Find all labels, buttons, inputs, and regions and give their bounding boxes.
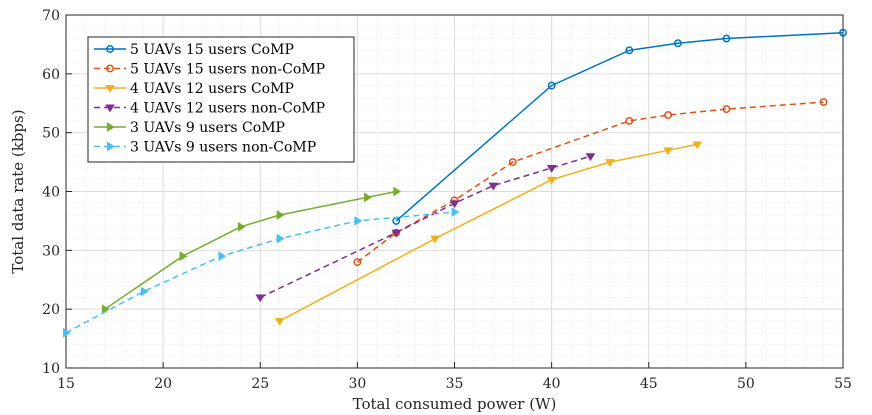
- legend-label: 5 UAVs 15 users CoMP: [130, 42, 294, 58]
- legend-label: 3 UAVs 9 users CoMP: [130, 120, 285, 136]
- legend-marker: [106, 64, 114, 73]
- data-point: [63, 327, 71, 338]
- data-point: [546, 165, 557, 173]
- y-tick-label: 30: [42, 243, 60, 259]
- data-point: [276, 210, 285, 220]
- ticks: 15 20 25 30 35 40 45 50 55 10 20 30 40 50 60 70: [42, 8, 852, 392]
- data-point: [451, 207, 460, 218]
- data-point: [663, 147, 674, 156]
- legend-label: 3 UAVs 9 users non-CoMP: [130, 140, 316, 156]
- series-line: [279, 143, 698, 322]
- data-point: [508, 158, 517, 167]
- legend-marker: [107, 122, 115, 132]
- series-line: [395, 31, 844, 222]
- data-point: [722, 34, 731, 43]
- x-tick-label: 50: [737, 376, 755, 392]
- legend-box: [87, 36, 355, 163]
- data-point: [391, 229, 402, 238]
- x-tick-label: 45: [640, 376, 658, 392]
- data-point: [547, 81, 556, 90]
- x-tick-label: 40: [543, 376, 561, 392]
- y-tick-label: 20: [42, 302, 60, 318]
- data-point: [673, 39, 682, 48]
- series-line: [104, 190, 397, 310]
- legend-marker: [105, 85, 115, 93]
- series-3: [274, 141, 703, 326]
- data-point: [237, 221, 246, 232]
- x-tick-label: 15: [57, 376, 75, 392]
- data-point: [664, 111, 673, 119]
- data-point: [625, 46, 634, 55]
- data-point: [255, 294, 266, 303]
- y-tick-label: 70: [42, 8, 60, 24]
- legend: 5 UAVs 15 users CoMP 5 UAVs 15 users non-…: [87, 36, 355, 163]
- legend-label: 4 UAVs 12 users CoMP: [130, 81, 294, 97]
- series-layer: [63, 28, 847, 338]
- data-point: [692, 141, 703, 150]
- data-point: [218, 251, 227, 262]
- x-tick-label: 25: [251, 376, 269, 392]
- data-point: [393, 186, 402, 197]
- legend-item: 5 UAVs 15 users non-CoMP: [94, 62, 325, 78]
- series-5: [101, 186, 402, 315]
- legend-marker: [105, 104, 115, 113]
- legend-marker: [106, 45, 114, 53]
- x-tick-label: 20: [154, 376, 172, 392]
- data-point: [274, 317, 285, 326]
- legend-item: 4 UAVs 12 users non-CoMP: [94, 101, 325, 117]
- data-point: [625, 116, 634, 125]
- legend-item: 5 UAVs 15 users CoMP: [94, 42, 294, 58]
- data-point: [140, 286, 149, 297]
- data-point: [449, 200, 460, 209]
- data-point: [364, 192, 373, 203]
- data-point: [839, 28, 847, 37]
- x-tick-label: 30: [348, 376, 366, 392]
- data-point: [430, 235, 441, 244]
- x-tick-label: 55: [834, 376, 852, 392]
- data-point: [819, 98, 828, 107]
- legend-item: 4 UAVs 12 users CoMP: [94, 81, 294, 97]
- series-line: [259, 155, 591, 299]
- y-tick-label: 60: [42, 67, 60, 83]
- data-point: [604, 159, 615, 168]
- data-point: [354, 215, 363, 226]
- legend-item: 3 UAVs 9 users CoMP: [94, 120, 285, 136]
- x-tick-label: 35: [446, 376, 464, 392]
- data-point: [353, 258, 362, 267]
- data-point: [585, 153, 596, 162]
- y-tick-label: 10: [42, 361, 60, 377]
- series-6: [63, 207, 460, 338]
- data-point: [276, 233, 285, 244]
- legend-label: 4 UAVs 12 users non-CoMP: [130, 101, 325, 117]
- series-line: [65, 211, 455, 334]
- legend-label: 5 UAVs 15 users non-CoMP: [130, 62, 325, 78]
- data-point: [488, 182, 499, 191]
- y-axis-label: Total data rate (kbps): [9, 109, 27, 273]
- legend-item: 3 UAVs 9 users non-CoMP: [94, 140, 316, 156]
- x-axis-label: Total consumed power (W): [353, 395, 557, 413]
- legend-marker: [107, 141, 115, 152]
- data-point: [179, 251, 188, 262]
- y-tick-label: 40: [42, 185, 60, 201]
- data-point: [722, 105, 731, 114]
- series-1: [392, 28, 847, 225]
- data-point: [546, 176, 557, 185]
- y-tick-label: 50: [42, 126, 60, 142]
- series-4: [255, 153, 596, 303]
